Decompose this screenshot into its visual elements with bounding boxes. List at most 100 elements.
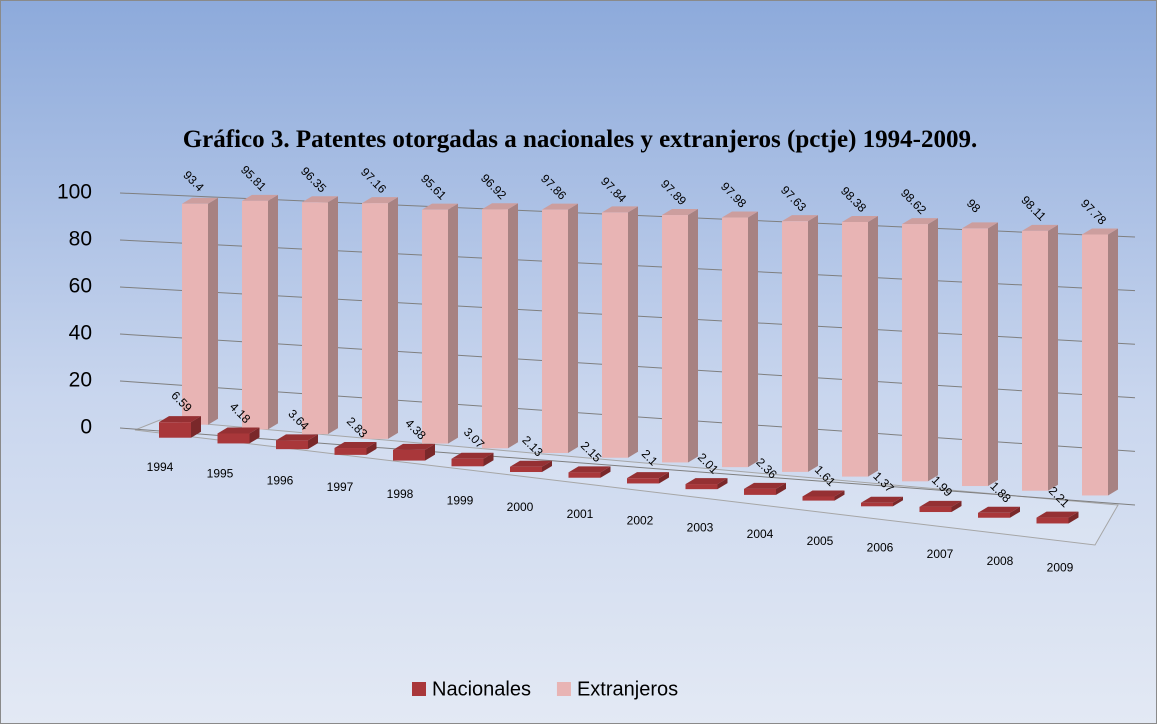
bar-face (902, 218, 938, 225)
bar-face (182, 203, 208, 425)
bar-face (451, 452, 494, 459)
x-tick-label: 2003 (687, 520, 714, 534)
bar-face (688, 209, 698, 463)
bar (919, 500, 962, 513)
bar-face (685, 484, 718, 490)
bar-face (842, 221, 868, 477)
bar (217, 427, 260, 444)
bar-face (302, 202, 328, 435)
bar-face (276, 434, 318, 441)
x-tick-label: 2000 (507, 500, 534, 514)
x-tick-label: 2001 (567, 507, 594, 521)
bar (662, 209, 698, 463)
bar-face (602, 212, 628, 458)
data-label: 93.4 (180, 168, 207, 195)
bar-face (191, 416, 201, 438)
bar-face (388, 197, 398, 439)
y-tick-label: 80 (69, 228, 92, 251)
data-label: 98 (964, 196, 984, 216)
bar (422, 203, 458, 444)
data-label: 97.89 (658, 177, 689, 208)
bar-face (951, 500, 962, 513)
bar-face (808, 215, 818, 472)
bar-face (362, 197, 398, 204)
bar-face (861, 496, 903, 503)
bar (1022, 224, 1058, 491)
data-label: 97.84 (598, 174, 629, 205)
bar-face (928, 218, 938, 482)
bar-face (334, 442, 377, 449)
bar-face (902, 224, 928, 482)
bar-face (782, 215, 818, 222)
bar-face (510, 460, 552, 467)
chart-title: Gráfico 3. Patentes otorgadas a nacional… (182, 126, 978, 153)
y-tick-label: 100 (57, 181, 92, 204)
bar (542, 203, 578, 454)
data-label: 98.11 (1018, 193, 1049, 224)
bar-face (308, 434, 318, 450)
bar-face (1048, 224, 1058, 491)
y-tick-label: 0 (80, 416, 92, 439)
y-tick-label: 60 (69, 275, 92, 298)
bar-face (393, 443, 435, 450)
bar-face (542, 460, 552, 473)
bar-face (722, 217, 748, 468)
bar-face (802, 490, 845, 497)
bar-face (182, 197, 218, 204)
bar-face (776, 482, 786, 495)
bar-face (748, 211, 758, 468)
legend-swatch (556, 682, 571, 696)
y-tick-label: 40 (69, 322, 92, 345)
bar-face (662, 209, 698, 216)
bar (782, 215, 818, 472)
bar-face (1082, 234, 1108, 496)
data-label: 97.16 (358, 165, 389, 196)
bar-face (568, 472, 601, 478)
x-tick-label: 1997 (327, 480, 354, 494)
x-tick-label: 2009 (1047, 561, 1074, 575)
bar (861, 496, 903, 507)
bar-face (962, 228, 988, 487)
bar-face (834, 490, 845, 501)
bar (510, 460, 552, 473)
data-label: 97.78 (1078, 196, 1109, 227)
bar-face (842, 215, 878, 222)
bar (627, 472, 669, 484)
bar-face (568, 203, 578, 454)
data-label: 96.35 (298, 164, 329, 195)
bar-face (919, 500, 962, 507)
bar-face (302, 196, 338, 203)
bar (302, 196, 338, 435)
bar-face (919, 506, 952, 513)
bar-face (422, 203, 458, 210)
bar-face (268, 194, 278, 430)
bar (362, 197, 398, 439)
bar-face (744, 482, 786, 489)
bar (842, 215, 878, 477)
bar-face (249, 427, 260, 444)
legend-swatch (412, 682, 426, 696)
bar-face (334, 448, 367, 455)
bar-face (276, 440, 308, 450)
bar (393, 443, 435, 461)
bar (602, 206, 638, 458)
bar-face (542, 209, 568, 454)
data-label: 97.86 (538, 171, 569, 202)
bar-face (422, 209, 448, 444)
bar-face (482, 203, 518, 210)
bar (568, 466, 611, 478)
x-tick-label: 1994 (147, 460, 174, 474)
bar-face (627, 472, 669, 479)
bar-face (242, 194, 278, 201)
bar (482, 203, 518, 449)
bar (902, 218, 938, 482)
bar (276, 434, 318, 450)
data-label: 98.62 (898, 186, 929, 217)
bar-face (978, 506, 1020, 513)
bar-face (568, 466, 611, 473)
bar-face (425, 443, 435, 461)
bar-face (782, 221, 808, 472)
floor (134, 419, 1119, 546)
data-label: 95.81 (238, 163, 269, 194)
